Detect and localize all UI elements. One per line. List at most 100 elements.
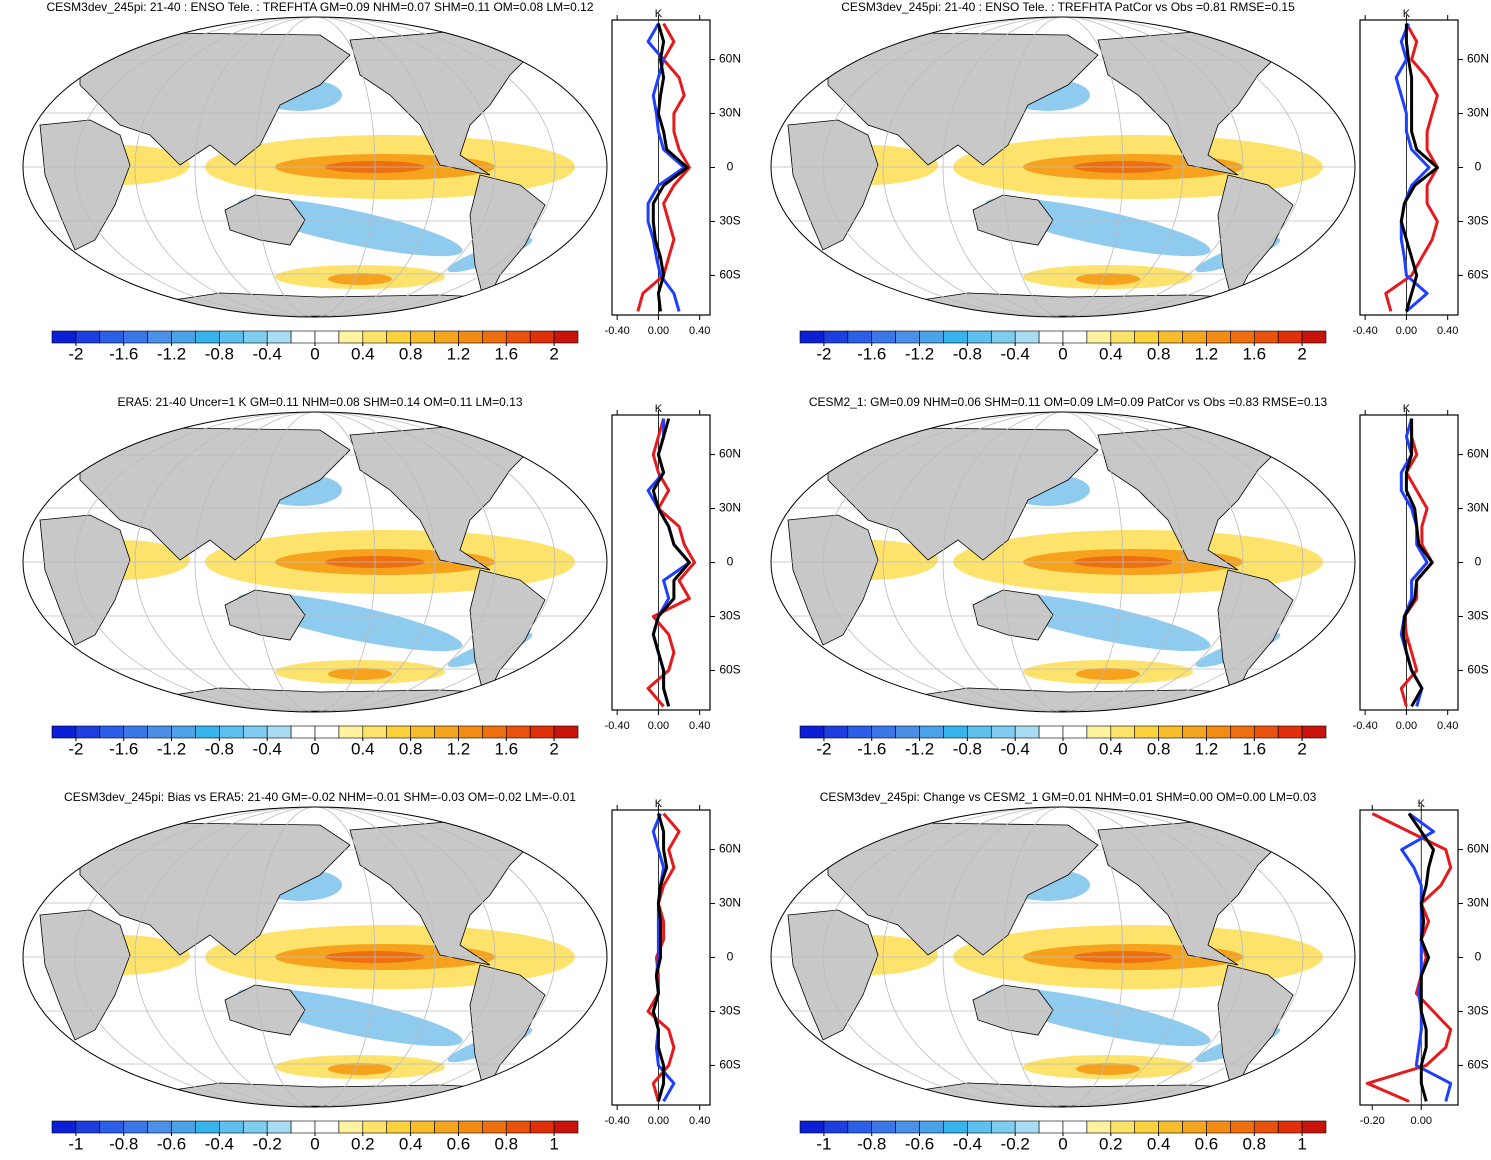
colorbar-swatch: [266, 330, 292, 344]
colorbar-label: -0.8: [953, 739, 982, 758]
colorbar-label: 1.6: [494, 344, 518, 363]
colorbar-swatch: [1206, 330, 1231, 344]
unit-label: K: [1403, 8, 1411, 20]
colorbar-swatch: [75, 725, 101, 739]
colorbar-label: -0.6: [905, 1134, 934, 1153]
y-tick-label: 30S: [1467, 1004, 1488, 1018]
colorbar-label: -2: [816, 739, 831, 758]
colorbar-swatch: [386, 1120, 411, 1134]
colorbar-label: 1.6: [1242, 344, 1266, 363]
colorbar-label: 1: [1297, 1134, 1306, 1153]
colorbar-label: 1.6: [1242, 739, 1266, 758]
colorbar-swatch: [458, 1120, 483, 1134]
x-tick-label: -0.40: [1353, 720, 1378, 732]
x-tick-label: 0.40: [689, 720, 710, 732]
y-tick-label: 30N: [719, 896, 741, 910]
world-map: [20, 807, 610, 1107]
colorbar-label: 0.4: [351, 344, 375, 363]
panel-title: CESM3dev_245pi: Change vs CESM2_1 GM=0.0…: [820, 790, 1317, 804]
colorbar-swatch: [1301, 725, 1327, 739]
colorbar-swatch: [482, 330, 507, 344]
colorbar-swatch: [1014, 725, 1040, 739]
y-tick-label: 60S: [1467, 1058, 1488, 1072]
colorbar-label: 0.4: [399, 1134, 423, 1153]
colorbar-swatch: [434, 1120, 459, 1134]
world-map: [768, 807, 1358, 1107]
colorbar-swatch: [147, 725, 172, 739]
unit-label: K: [655, 8, 663, 20]
y-tick-label: 0: [1475, 555, 1482, 569]
colorbar-label: 0.2: [1099, 1134, 1123, 1153]
colorbar-swatch: [847, 1120, 873, 1134]
colorbar-swatch: [1062, 330, 1088, 344]
colorbar-label: -1.2: [157, 344, 186, 363]
colorbar-swatch: [290, 330, 316, 344]
colorbar-label: 1.2: [447, 344, 471, 363]
x-tick-label: 0.40: [689, 1115, 710, 1127]
panel-title: CESM3dev_245pi: 21-40 : ENSO Tele. : TRE…: [841, 0, 1295, 14]
colorbar-swatch: [171, 1120, 196, 1134]
colorbar-swatch: [895, 725, 920, 739]
zonal-line: [651, 813, 669, 1102]
colorbar-label: -0.4: [953, 1134, 982, 1153]
colorbar-swatch: [1182, 330, 1207, 344]
colorbar-swatch: [1110, 330, 1136, 344]
y-tick-label: 60N: [1467, 52, 1489, 66]
colorbar-label: 2: [549, 739, 558, 758]
colorbar-swatch: [1086, 330, 1112, 344]
colorbar-label: -0.4: [253, 739, 282, 758]
colorbar-label: -1.6: [109, 739, 138, 758]
y-tick-label: 60N: [719, 842, 741, 856]
colorbar-label: -1: [68, 1134, 83, 1153]
colorbar-swatch: [410, 330, 435, 344]
colorbar-label: -0.8: [857, 1134, 886, 1153]
colorbar-swatch: [871, 330, 896, 344]
colorbar-swatch: [1253, 330, 1279, 344]
colorbar-swatch: [458, 725, 483, 739]
colorbar-label: 0: [1058, 344, 1067, 363]
zonal-line: [1400, 812, 1453, 1102]
colorbar-swatch: [1062, 725, 1088, 739]
colorbar-label: 1.6: [494, 739, 518, 758]
colorbar-label: 2: [1297, 739, 1306, 758]
colorbar-swatch: [553, 330, 579, 344]
colorbar-swatch: [314, 725, 340, 739]
colorbar-label: 0.6: [447, 1134, 471, 1153]
colorbar-swatch: [338, 1120, 364, 1134]
colorbar-swatch: [1206, 1120, 1231, 1134]
x-tick-label: 0.00: [1396, 720, 1417, 732]
colorbar-swatch: [123, 1120, 148, 1134]
colorbar-label: 0.8: [1242, 1134, 1266, 1153]
colorbar-swatch: [1038, 330, 1064, 344]
colorbar-label: 0: [1058, 1134, 1067, 1153]
zonal-line: [1399, 23, 1439, 312]
y-tick-label: 30N: [719, 106, 741, 120]
unit-label: K: [655, 403, 663, 415]
colorbar-swatch: [51, 1120, 77, 1134]
colorbar-swatch: [1277, 725, 1303, 739]
colorbar-swatch: [362, 330, 388, 344]
colorbar-swatch: [171, 330, 196, 344]
colorbar-label: 0.2: [351, 1134, 375, 1153]
panel-title: CESM2_1: GM=0.09 NHM=0.06 SHM=0.11 OM=0.…: [809, 395, 1328, 409]
colorbar-swatch: [458, 330, 483, 344]
y-tick-label: 30N: [1467, 106, 1489, 120]
y-tick-label: 0: [727, 950, 734, 964]
colorbar-label: 2: [549, 344, 558, 363]
y-tick-label: 30S: [1467, 214, 1488, 228]
colorbar-swatch: [1086, 1120, 1112, 1134]
y-tick-label: 60N: [1467, 447, 1489, 461]
colorbar-swatch: [1110, 1120, 1136, 1134]
colorbar-label: -0.2: [1001, 1134, 1030, 1153]
panel-title: ERA5: 21-40 Uncer=1 K GM=0.11 NHM=0.08 S…: [117, 395, 522, 409]
y-tick-label: 60N: [719, 447, 741, 461]
colorbar-swatch: [338, 725, 364, 739]
colorbar-swatch: [1038, 725, 1064, 739]
colorbar-swatch: [553, 1120, 579, 1134]
colorbar-swatch: [505, 1120, 531, 1134]
colorbar-swatch: [505, 330, 531, 344]
colorbar-label: -0.8: [109, 1134, 138, 1153]
colorbar-swatch: [553, 725, 579, 739]
colorbar-swatch: [338, 330, 364, 344]
colorbar-swatch: [1277, 1120, 1303, 1134]
